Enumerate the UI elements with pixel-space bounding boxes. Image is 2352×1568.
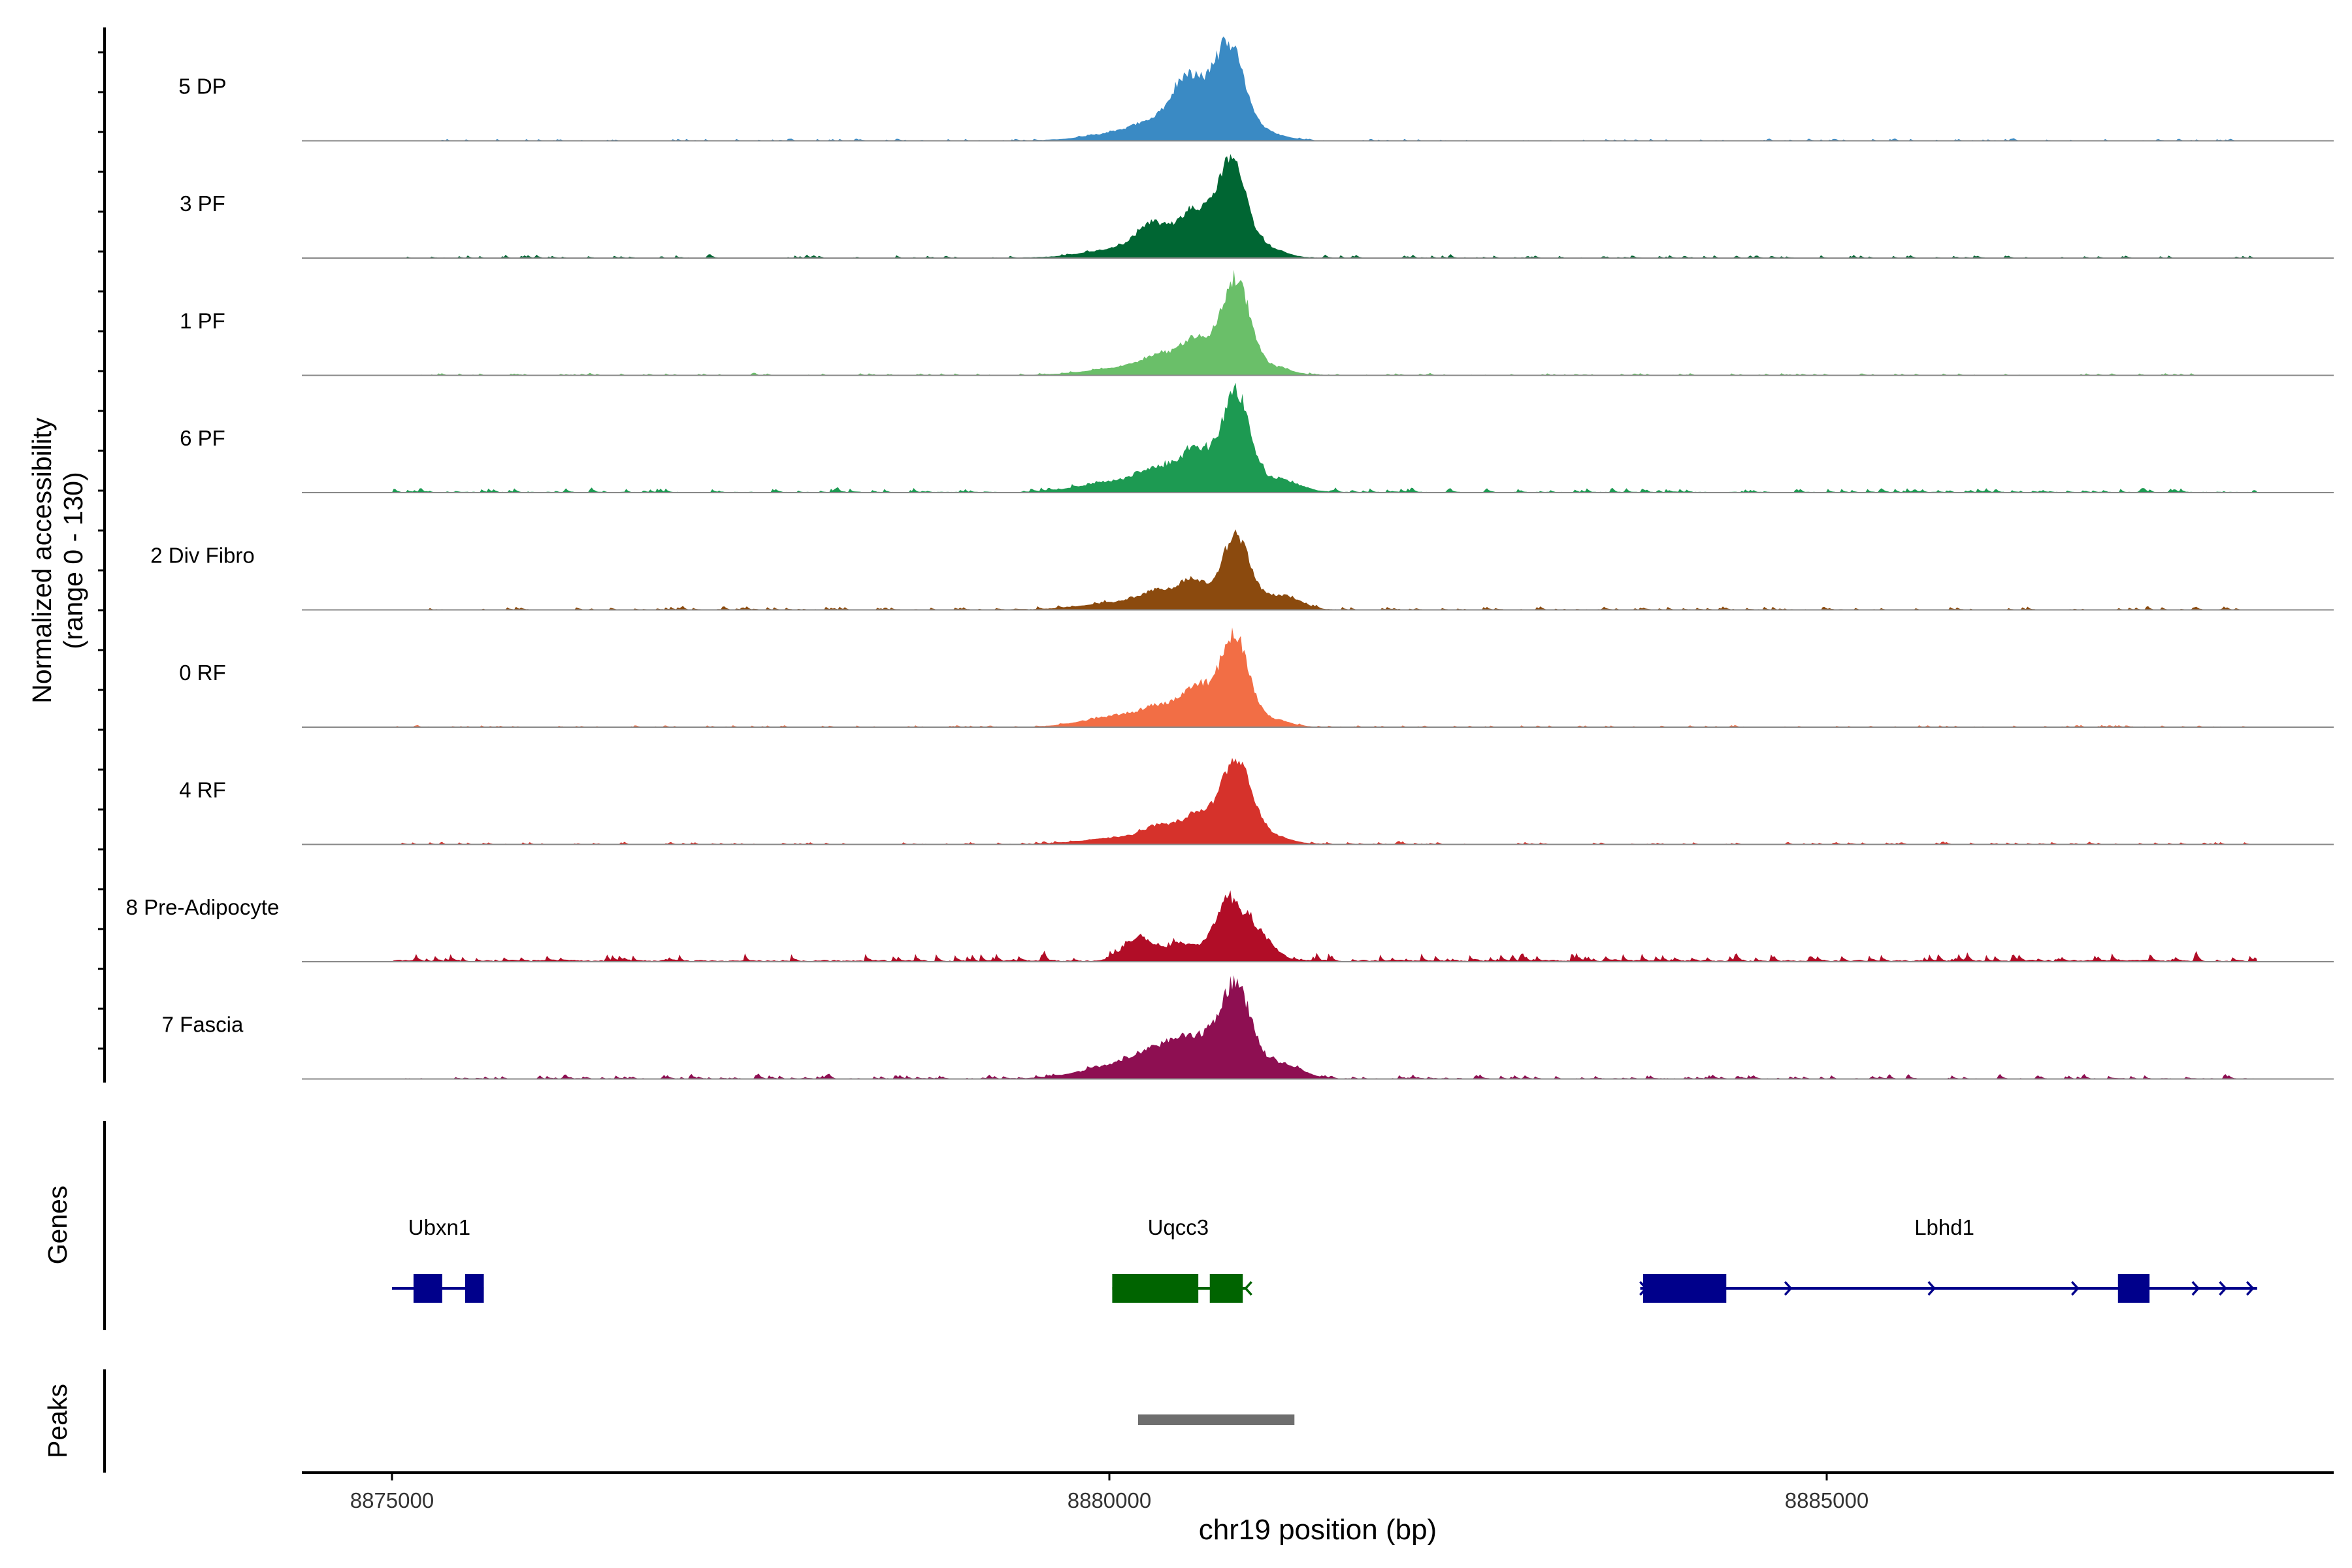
strand-arrow [1639, 1281, 1648, 1296]
track-label: 1 PF [180, 309, 225, 333]
track-4-rf: 4 RF [179, 758, 2334, 845]
coverage-tracks: 5 DP 3 PF 1 PF 6 PF 2 Div Fibro 0 RF 4 RF 8 Pre… [126, 36, 2334, 1080]
gene-exon [2117, 1274, 2150, 1303]
y-axis-label: Normalized accessibility [27, 417, 57, 704]
gene-exon [1209, 1274, 1243, 1303]
y-axis-range-label: (range 0 - 130) [58, 472, 88, 649]
track-label: 5 DP [178, 74, 226, 99]
track-label: 0 RF [179, 661, 226, 685]
strand-arrow [1784, 1281, 1793, 1296]
gene-exon [465, 1274, 484, 1303]
strand-arrow [2246, 1281, 2255, 1296]
gene-label: Uqcc3 [1148, 1215, 1209, 1239]
x-tick-label: 8880000 [1068, 1488, 1151, 1512]
track-label: 8 Pre-Adipocyte [126, 895, 280, 919]
x-axis-ticks: 8875000 8880000 8885000 [350, 1473, 1869, 1512]
track-label: 7 Fascia [162, 1013, 244, 1037]
gene-exon [413, 1274, 442, 1303]
strand-arrow [1244, 1281, 1252, 1296]
gene-annotation-track: Ubxn1 Uqcc3 Lbhd1 [392, 1215, 2257, 1303]
gene-label: Ubxn1 [408, 1215, 470, 1239]
peak-annotation-track [1137, 1414, 1295, 1425]
track-1-pf: 1 PF [180, 269, 2334, 376]
strand-arrow [2219, 1281, 2227, 1296]
gene-lbhd1: Lbhd1 [1639, 1215, 2257, 1303]
strand-arrow [1927, 1281, 1936, 1296]
track-7-fascia: 7 Fascia [162, 975, 2334, 1080]
gene-exon [1642, 1274, 1727, 1303]
track-5-dp: 5 DP [178, 36, 2334, 142]
track-6-pf: 6 PF [180, 382, 2334, 493]
track-0-rf: 0 RF [179, 627, 2334, 728]
gene-label: Lbhd1 [1914, 1215, 1974, 1239]
gene-ubxn1: Ubxn1 [392, 1215, 484, 1303]
x-tick-label: 8875000 [350, 1488, 434, 1512]
y-axis [98, 27, 106, 1083]
peak-region [1137, 1414, 1295, 1425]
strand-arrow [2070, 1281, 2080, 1296]
strand-arrow [2191, 1281, 2200, 1296]
track-2-div-fibro: 2 Div Fibro [150, 529, 2334, 611]
track-label: 4 RF [179, 778, 226, 802]
track-label: 6 PF [180, 426, 225, 450]
gene-uqcc3: Uqcc3 [1112, 1215, 1252, 1303]
track-3-pf: 3 PF [180, 154, 2334, 259]
track-label: 2 Div Fibro [150, 544, 255, 568]
x-axis-label: chr19 position (bp) [1199, 1514, 1437, 1546]
gene-exon [1112, 1274, 1199, 1303]
genes-panel-label: Genes [42, 1186, 73, 1265]
track-8-pre-adipocyte: 8 Pre-Adipocyte [126, 890, 2334, 962]
x-tick-label: 8885000 [1785, 1488, 1869, 1512]
track-label: 3 PF [180, 191, 225, 216]
peaks-panel-label: Peaks [42, 1384, 73, 1458]
